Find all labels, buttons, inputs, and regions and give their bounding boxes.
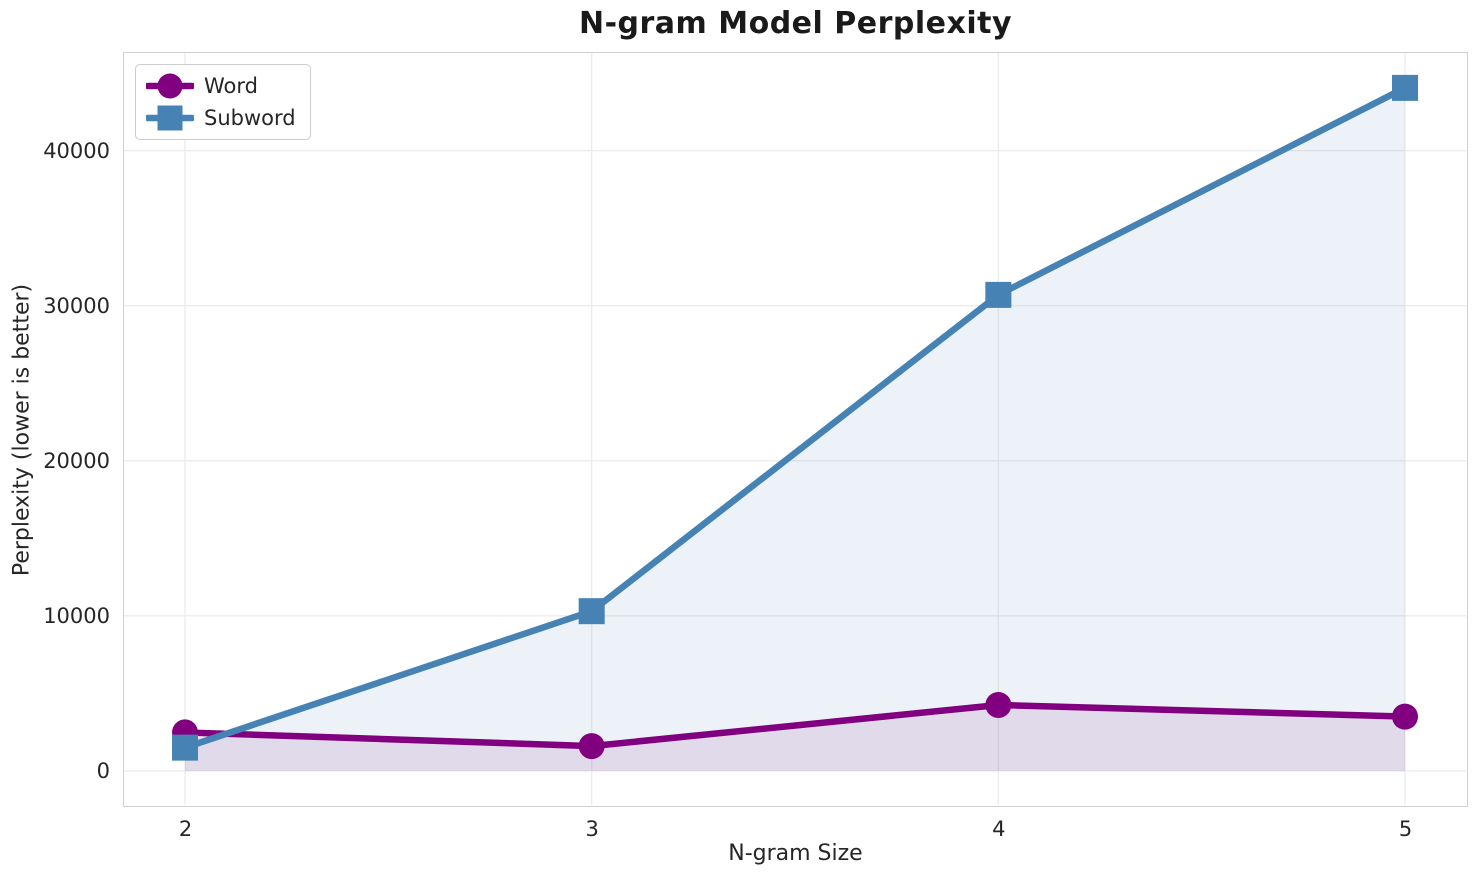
y-tick-label: 40000: [43, 139, 110, 164]
circle-marker-icon: [146, 73, 194, 99]
subword-marker: [578, 598, 605, 625]
subword-marker: [985, 281, 1012, 308]
subword-line: [181, 84, 1409, 751]
subword-marker: [1392, 74, 1418, 101]
plot-area: Word Subword: [123, 52, 1468, 807]
legend-item-subword: Subword: [146, 102, 296, 134]
y-axis-label: Perplexity (lower is better): [9, 283, 35, 577]
x-tick-label: 5: [1398, 817, 1413, 841]
x-tick-label: 4: [992, 817, 1006, 841]
y-tick-label: 10000: [43, 604, 110, 629]
plot-canvas: [124, 53, 1466, 805]
x-tick-label: 3: [585, 817, 599, 841]
word-line: [181, 701, 1409, 750]
legend-label: Word: [204, 74, 258, 98]
legend-item-word: Word: [146, 70, 296, 102]
x-tick-label: 2: [178, 817, 193, 841]
legend: Word Subword: [135, 64, 311, 140]
legend-label: Subword: [204, 106, 296, 130]
legend-square-sample: [157, 105, 183, 131]
word-marker: [1392, 703, 1418, 730]
square-marker-icon: [146, 105, 194, 131]
subword-marker: [172, 734, 198, 761]
word-marker: [578, 733, 605, 760]
x-axis-label: N-gram Size: [728, 841, 863, 866]
legend-circle-sample: [157, 73, 183, 99]
y-tick-label: 20000: [43, 449, 110, 474]
subword-area-fill: [185, 87, 1405, 771]
y-tick-label: 30000: [43, 294, 110, 319]
word-marker: [985, 691, 1012, 718]
word-area-fill: [185, 704, 1405, 771]
y-tick-label: 0: [96, 759, 110, 784]
chart-title: N-gram Model Perplexity: [578, 6, 1013, 41]
